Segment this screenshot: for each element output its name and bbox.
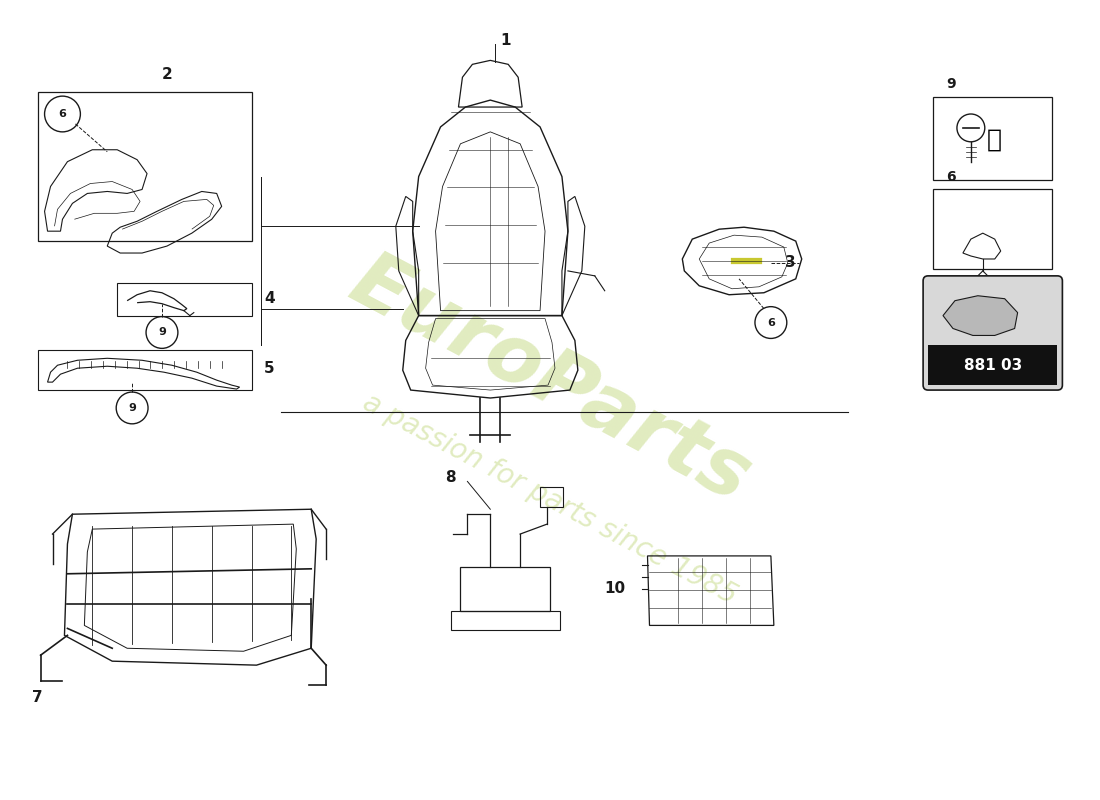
Text: 881 03: 881 03 [964, 358, 1022, 373]
Text: 9: 9 [129, 403, 136, 413]
Text: 6: 6 [58, 109, 66, 119]
Text: 9: 9 [158, 327, 166, 338]
Text: 2: 2 [162, 66, 173, 82]
Polygon shape [943, 296, 1018, 335]
Text: 🔩: 🔩 [987, 128, 1002, 152]
Text: 5: 5 [264, 361, 275, 376]
Text: 6: 6 [946, 170, 956, 183]
Text: 9: 9 [946, 78, 956, 91]
Text: 1: 1 [500, 33, 510, 48]
Bar [928, 346, 1057, 385]
Text: 8: 8 [446, 470, 455, 485]
Text: 10: 10 [604, 581, 625, 596]
Text: a passion for parts since 1985: a passion for parts since 1985 [359, 389, 741, 610]
Text: 7: 7 [32, 690, 43, 706]
FancyBboxPatch shape [923, 276, 1063, 390]
Text: EuroParts: EuroParts [337, 242, 763, 518]
Text: 3: 3 [785, 255, 796, 270]
Text: 4: 4 [264, 291, 275, 306]
Text: 6: 6 [767, 318, 774, 327]
